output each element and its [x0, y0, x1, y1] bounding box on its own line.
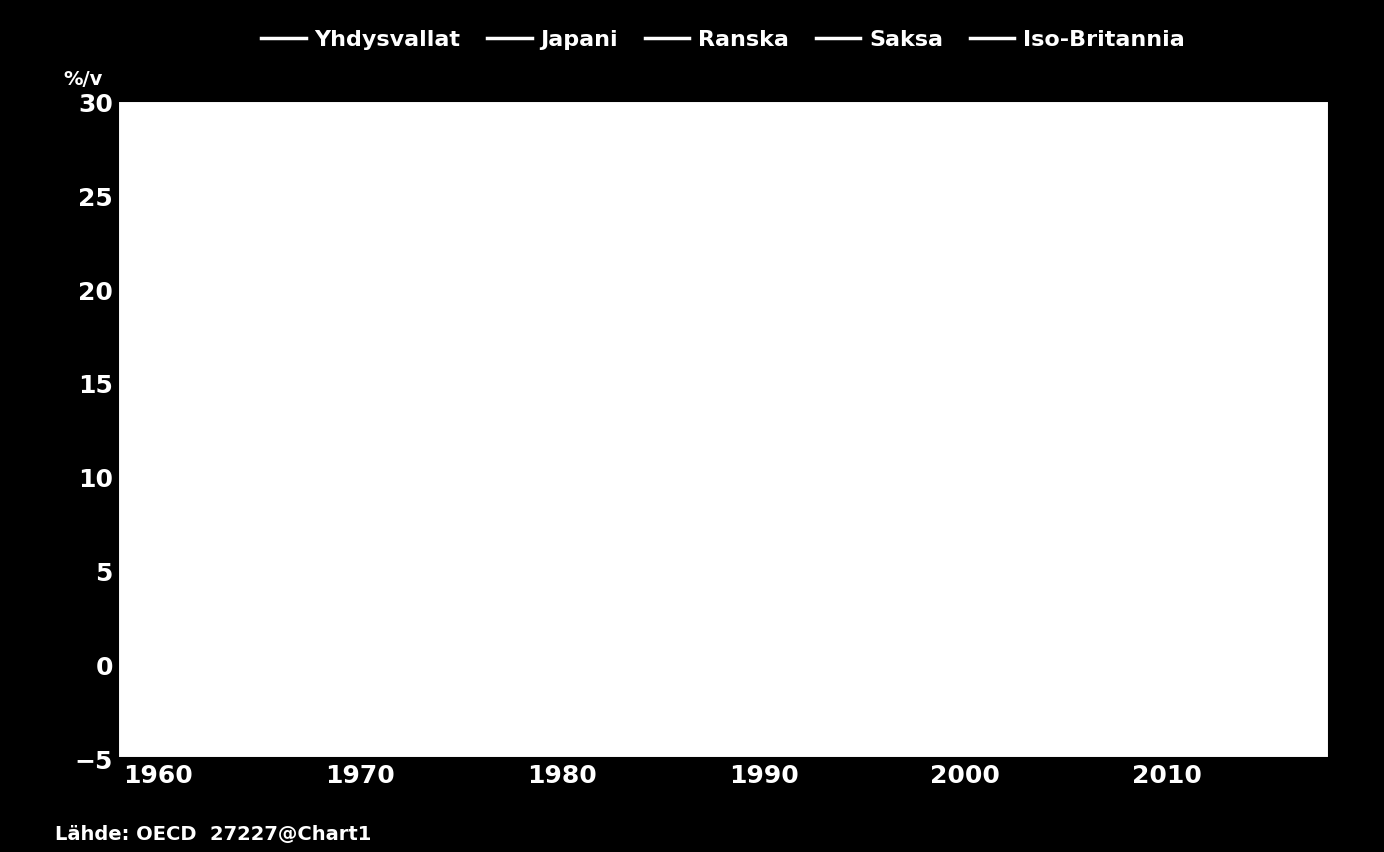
Text: Lähde: OECD  27227@Chart1: Lähde: OECD 27227@Chart1 [55, 824, 372, 843]
Text: %/v: %/v [64, 70, 102, 89]
Legend: Yhdysvallat, Japani, Ranska, Saksa, Iso-Britannia: Yhdysvallat, Japani, Ranska, Saksa, Iso-… [252, 21, 1194, 60]
